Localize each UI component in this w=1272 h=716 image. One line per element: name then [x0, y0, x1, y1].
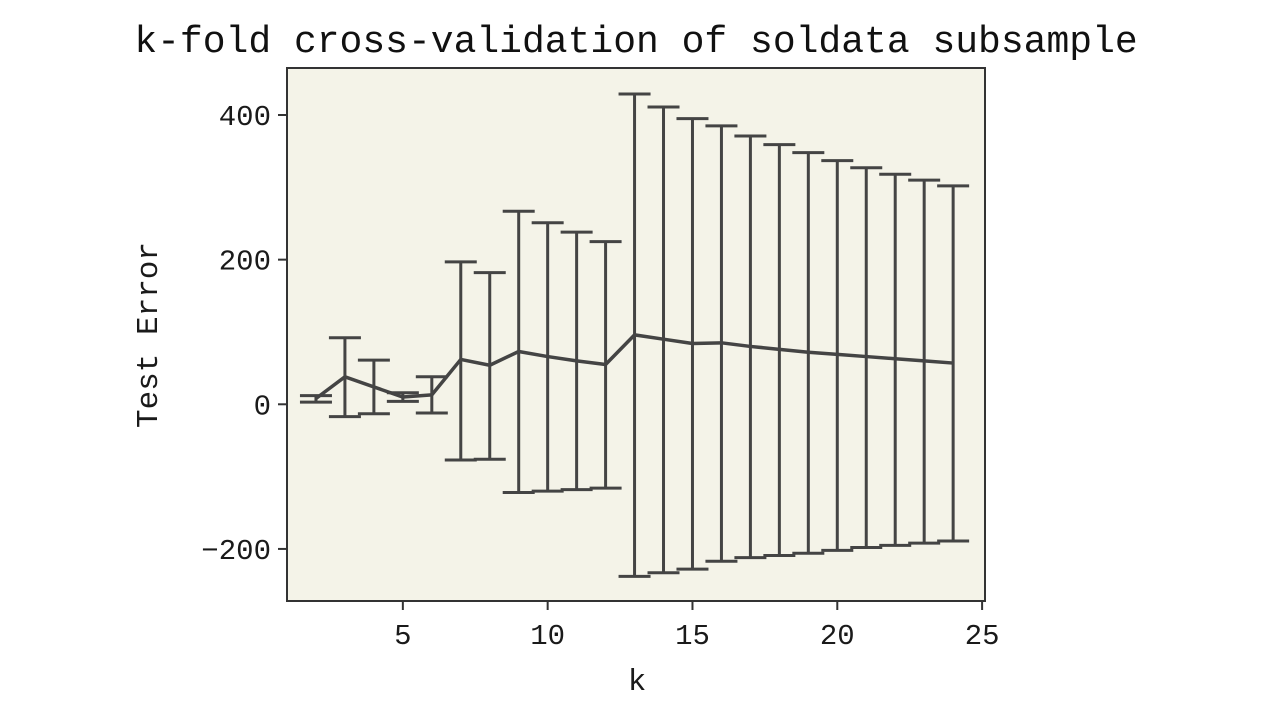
- x-tick-label: 25: [965, 620, 1000, 653]
- y-tick-label: 200: [219, 246, 271, 279]
- chart-axes: 5 10 15 20 25 −200 0 200 400: [201, 67, 1000, 653]
- chart-marks: [299, 92, 970, 578]
- y-tick-label: −200: [201, 535, 271, 568]
- y-tick-label: 400: [219, 101, 271, 134]
- y-tick-label: 0: [254, 390, 271, 423]
- x-tick-label: 10: [530, 620, 565, 653]
- plot-frame: [286, 67, 986, 602]
- x-tick-label: 15: [675, 620, 710, 653]
- error-bar: [937, 184, 970, 543]
- y-axis-label: Test Error: [132, 242, 167, 428]
- x-axis-label: k: [628, 665, 647, 700]
- mean-line: [314, 333, 954, 400]
- chart-title: k-fold cross-validation of soldata subsa…: [134, 21, 1137, 64]
- x-tick-label: 5: [394, 620, 411, 653]
- x-tick-label: 20: [820, 620, 855, 653]
